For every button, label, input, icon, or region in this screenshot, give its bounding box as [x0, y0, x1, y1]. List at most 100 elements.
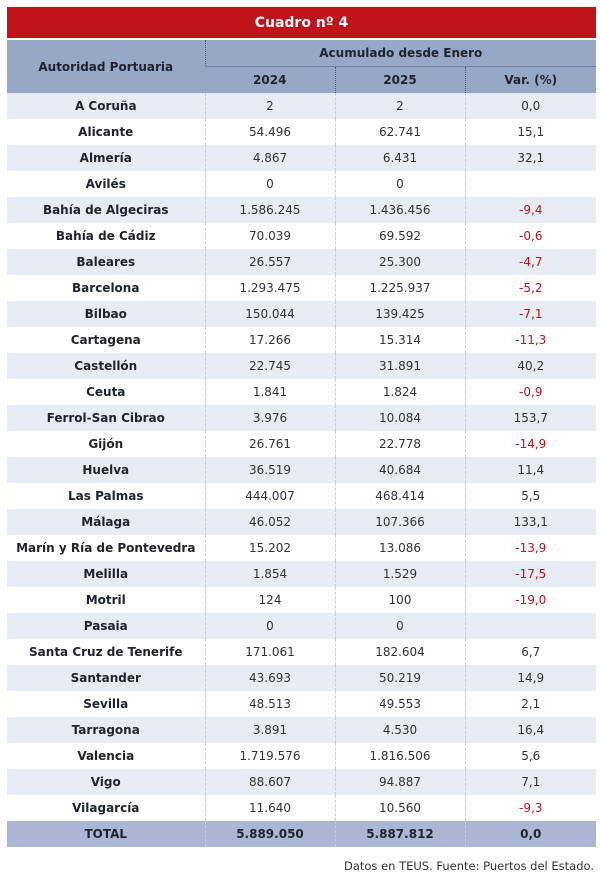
cell-y2025: 1.824 — [334, 379, 465, 405]
table-row: Bilbao 150.044 139.425 -7,1 — [7, 301, 597, 327]
cell-name: Almería — [7, 145, 205, 171]
cell-var — [464, 613, 597, 639]
cell-y2024: 171.061 — [204, 639, 335, 665]
cell-var: 5,5 — [464, 483, 597, 509]
cell-y2025: 31.891 — [334, 353, 465, 379]
cell-var: 0,0 — [464, 93, 597, 119]
cell-name: Tarragona — [7, 717, 205, 743]
cell-name: Huelva — [7, 457, 205, 483]
table-row: Ferrol-San Cibrao 3.976 10.084 153,7 — [7, 405, 597, 431]
table-row: Almería 4.867 6.431 32,1 — [7, 145, 597, 171]
cell-name: Bilbao — [7, 301, 205, 327]
cell-name: Cartagena — [70, 333, 141, 347]
cell-var: 14,9 — [464, 665, 597, 691]
table-row: Sevilla 48.513 49.553 2,1 — [7, 691, 597, 717]
cell-var: 40,2 — [464, 353, 597, 379]
table-row: Motril 124 100 -19,0 — [7, 587, 597, 613]
table-row: Pasaia 0 0 — [7, 613, 597, 639]
cell-y2024: 150.044 — [204, 301, 335, 327]
table-row: Ceuta 1.841 1.824 -0,9 — [7, 379, 597, 405]
table-row: Tarragona 3.891 4.530 16,4 — [7, 717, 597, 743]
cell-y2025: 49.553 — [334, 691, 465, 717]
table-row: Huelva 36.519 40.684 11,4 — [7, 457, 597, 483]
cell-name: Las Palmas — [68, 489, 144, 503]
table-row: Melilla 1.854 1.529 -17,5 — [7, 561, 597, 587]
cell-y2024: 1.719.576 — [204, 743, 335, 769]
cell-var: -17,5 — [464, 561, 597, 587]
cell-y2024: 43.693 — [204, 665, 335, 691]
cell-y2025: 182.604 — [334, 639, 465, 665]
cell-y2024: 36.519 — [204, 457, 335, 483]
cell-y2025: 22.778 — [334, 431, 465, 457]
cell-var: 5,6 — [464, 743, 597, 769]
cell-y2025: 13.086 — [334, 535, 465, 561]
table-row: Málaga 46.052 107.366 133,1 — [7, 509, 597, 535]
cell-name: Melilla — [7, 561, 205, 587]
cell-var — [464, 171, 597, 197]
total-row: TOTAL 5.889.050 5.887.812 0,0 — [7, 821, 597, 847]
cell-y2024: 1.293.475 — [204, 275, 335, 301]
cell-y2025: 6.431 — [334, 145, 465, 171]
cell-y2024: 3.891 — [204, 717, 335, 743]
cell-y2024: 54.496 — [204, 119, 335, 145]
cell-y2025: 1.529 — [334, 561, 465, 587]
cell-var: 153,7 — [464, 405, 597, 431]
cell-y2024: 2 — [204, 93, 335, 119]
port-traffic-table: Autoridad Portuaria Acumulado desde Enero… — [7, 40, 597, 847]
cell-var: -4,7 — [464, 249, 597, 275]
cell-y2025: 139.425 — [334, 301, 465, 327]
cell-name: Barcelona — [72, 281, 140, 295]
cell-name: Sevilla — [83, 697, 129, 711]
cell-y2025: 15.314 — [334, 327, 465, 353]
total-y2025: 5.887.812 — [334, 821, 465, 847]
cell-y2024: 1.841 — [204, 379, 335, 405]
table-row: Vilagarcía 11.640 10.560 -9,3 — [7, 795, 597, 821]
cell-y2025: 40.684 — [334, 457, 465, 483]
cell-y2024: 11.640 — [204, 795, 335, 821]
cell-y2024: 48.513 — [204, 691, 335, 717]
cell-y2024: 26.761 — [204, 431, 335, 457]
total-name: TOTAL — [7, 821, 205, 847]
cell-var: -5,2 — [464, 275, 597, 301]
table-row: Alicante 54.496 62.741 15,1 — [7, 119, 597, 145]
cell-var: -13,9 — [464, 535, 597, 561]
cell-name: Castellón — [7, 353, 205, 379]
cell-y2024: 88.607 — [204, 769, 335, 795]
cell-var: -0,6 — [464, 223, 597, 249]
total-y2024: 5.889.050 — [204, 821, 335, 847]
cell-y2024: 444.007 — [204, 483, 335, 509]
cell-var: 11,4 — [464, 457, 597, 483]
cell-y2025: 10.560 — [334, 795, 465, 821]
cell-name: Vigo — [7, 769, 205, 795]
cell-y2024: 1.586.245 — [204, 197, 335, 223]
cell-var: 15,1 — [464, 119, 597, 145]
cell-y2025: 25.300 — [334, 249, 465, 275]
table-row: Santander 43.693 50.219 14,9 — [7, 665, 597, 691]
cell-y2025: 4.530 — [334, 717, 465, 743]
cell-var: 133,1 — [464, 509, 597, 535]
table-row: Las Palmas 444.007 468.414 5,5 — [7, 483, 597, 509]
cell-var: 16,4 — [464, 717, 597, 743]
cell-name: Bahía de Cádiz — [55, 229, 156, 243]
cell-y2024: 0 — [204, 613, 335, 639]
cell-name: Málaga — [7, 509, 205, 535]
table-row: Bahía de Cádiz 70.039 69.592 -0,6 — [7, 223, 597, 249]
header-group: Acumulado desde Enero — [204, 40, 597, 67]
cell-var: -7,1 — [464, 301, 597, 327]
cell-y2025: 0 — [334, 613, 465, 639]
cell-y2025: 62.741 — [334, 119, 465, 145]
table-row: Avilés 0 0 — [7, 171, 597, 197]
cell-var: 32,1 — [464, 145, 597, 171]
cell-var: -0,9 — [464, 379, 597, 405]
table-row: Cartagena 17.266 15.314 -11,3 — [7, 327, 597, 353]
cell-y2025: 50.219 — [334, 665, 465, 691]
cell-name: Santander — [7, 665, 205, 691]
cell-y2024: 3.976 — [204, 405, 335, 431]
cell-name: Avilés — [85, 177, 126, 191]
cell-var: -9,3 — [464, 795, 597, 821]
cell-y2024: 15.202 — [204, 535, 335, 561]
cell-y2024: 17.266 — [204, 327, 335, 353]
table-row: Valencia 1.719.576 1.816.506 5,6 — [7, 743, 597, 769]
table-row: Baleares 26.557 25.300 -4,7 — [7, 249, 597, 275]
cell-var: -9,4 — [464, 197, 597, 223]
